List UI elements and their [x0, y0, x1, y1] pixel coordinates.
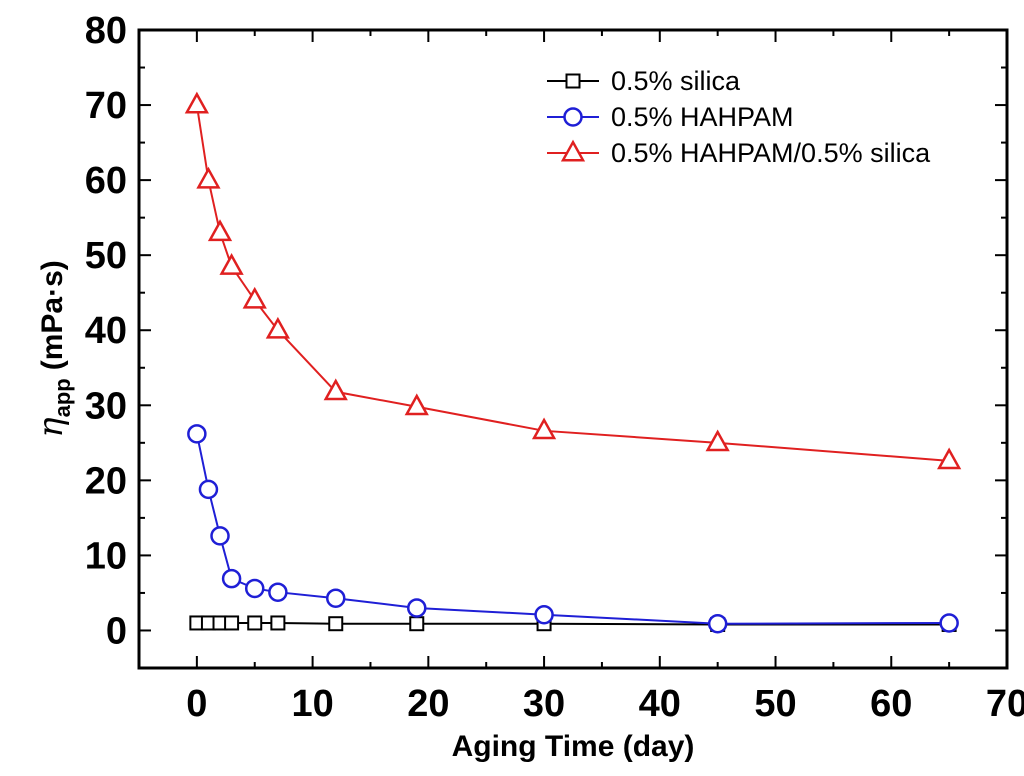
data-point-square	[247, 615, 263, 631]
data-point-circle	[407, 598, 427, 618]
y-tick-label: 40	[85, 310, 127, 352]
legend-entry: 0.5% silica	[547, 66, 741, 96]
data-point-triangle	[242, 286, 267, 309]
y-tick-label: 30	[85, 385, 127, 427]
data-point-circle	[198, 479, 219, 500]
data-point-circle	[187, 424, 207, 444]
legend-marker	[565, 73, 581, 89]
data-point-triangle	[219, 253, 244, 275]
data-point-circle	[534, 604, 554, 625]
x-tick-label: 50	[754, 683, 796, 725]
y-tick-label: 10	[85, 535, 127, 577]
x-tick-label: 30	[523, 683, 565, 725]
y-axis-unit: (mPa·s)	[36, 260, 69, 370]
legend-marker	[560, 139, 586, 162]
data-point-triangle	[184, 91, 209, 114]
data-point-circle	[210, 526, 230, 546]
y-axis-subscript: app	[50, 378, 75, 417]
x-tick-label: 20	[407, 683, 449, 725]
y-axis-title: ηapp (mPa·s)	[31, 260, 75, 438]
y-tick-label: 70	[85, 85, 127, 127]
data-point-circle	[707, 613, 728, 634]
legend-label: 0.5% HAHPAM/0.5% silica	[611, 138, 931, 168]
data-point-triangle	[196, 166, 221, 189]
y-tick-label: 0	[106, 610, 127, 652]
y-tick-label: 80	[85, 10, 127, 52]
data-point-circle	[325, 588, 346, 608]
x-tick-label: 10	[291, 683, 333, 725]
plot-frame	[137, 28, 1009, 670]
data-point-triangle	[705, 429, 730, 452]
series-layer	[184, 91, 962, 634]
legend: 0.5% silica 0.5% HAHPAM 0.5% HAHPAM/0.5% s…	[547, 66, 931, 168]
data-point-circle	[221, 568, 242, 589]
y-tick-label: 50	[85, 235, 127, 277]
x-tick-label: 70	[986, 683, 1024, 725]
series-circle	[187, 424, 959, 634]
series-triangle	[184, 91, 962, 470]
y-tick-label: 20	[85, 460, 127, 502]
data-point-square	[270, 615, 286, 631]
legend-marker	[563, 107, 583, 127]
x-tick-label: 0	[186, 683, 207, 725]
series-line	[195, 433, 950, 625]
data-point-circle	[268, 582, 288, 602]
data-point-triangle	[937, 447, 962, 470]
axis-ticks	[139, 29, 1008, 668]
data-point-triangle	[404, 393, 429, 416]
tick-labels: 0 10 20 30 40 50 60 70 0 10 20 30 40 50 60 70 80	[85, 10, 1024, 725]
legend-entry: 0.5% HAHPAM	[547, 102, 794, 132]
y-axis-symbol: η	[31, 417, 71, 438]
legend-label: 0.5% HAHPAM	[611, 102, 794, 132]
data-point-triangle	[531, 417, 557, 440]
y-tick-label: 60	[85, 160, 127, 202]
data-point-triangle	[207, 219, 233, 242]
data-point-circle	[244, 578, 265, 599]
x-tick-label: 40	[639, 683, 681, 725]
legend-label: 0.5% silica	[611, 66, 741, 96]
data-point-triangle	[323, 378, 348, 401]
x-tick-label: 60	[870, 683, 912, 725]
data-point-square	[409, 616, 425, 632]
legend-entry: 0.5% HAHPAM/0.5% silica	[547, 138, 931, 168]
data-point-square	[328, 616, 344, 632]
data-point-square	[224, 615, 240, 631]
data-point-circle	[939, 613, 959, 633]
x-axis-title: Aging Time (day)	[452, 730, 695, 763]
data-point-triangle	[265, 316, 291, 339]
